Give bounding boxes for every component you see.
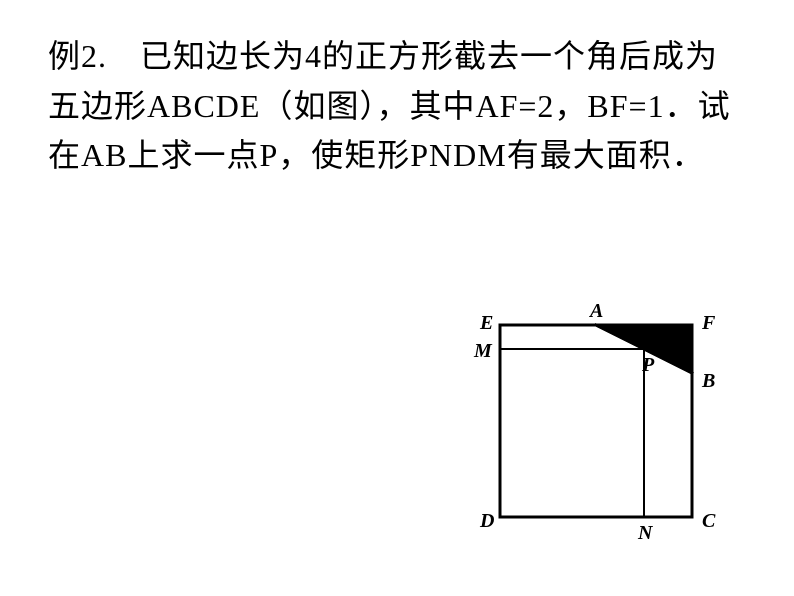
label-F: F <box>701 312 716 334</box>
label-D: D <box>479 510 494 532</box>
problem-body: 已知边长为4的正方形截去一个角后成为五边形ABCDE（如图），其中AF=2，BF… <box>48 38 731 173</box>
label-C: C <box>702 510 716 532</box>
label-P: P <box>641 354 655 376</box>
label-M: M <box>473 340 493 362</box>
geometry-figure: E F C D A B P M N <box>466 295 726 555</box>
label-B: B <box>701 370 715 392</box>
problem-text: 例2. 已知边长为4的正方形截去一个角后成为五边形ABCDE（如图），其中AF=… <box>48 32 746 181</box>
label-A: A <box>588 300 603 322</box>
label-E: E <box>479 312 493 334</box>
label-N: N <box>637 522 654 544</box>
problem-label: 例2. <box>48 38 140 74</box>
